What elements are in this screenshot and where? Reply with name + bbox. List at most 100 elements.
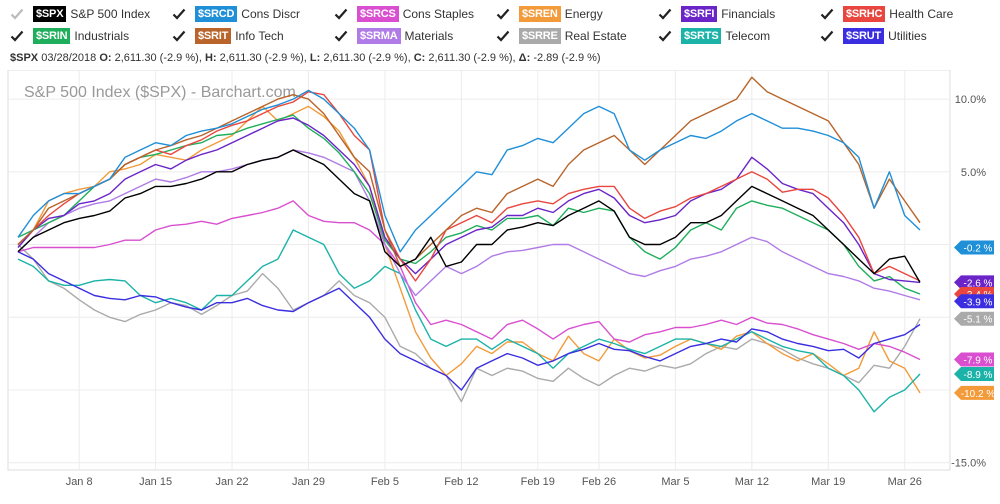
info-high-label: H: [204,52,217,64]
info-close-value: 2,611.30 (-2.9 %) [428,52,513,64]
series-line-srfi[interactable] [17,117,921,284]
legend-item-srma[interactable]: $SRMA Materials [334,26,453,46]
y-tick-label: 10.0% [955,94,986,106]
checkbox-icon[interactable] [172,29,186,43]
legend-name: Telecom [725,29,771,43]
legend-item-sren[interactable]: $SREN Energy [496,4,603,24]
legend-item-srcd[interactable]: $SRCD Cons Discr [172,4,300,24]
end-value-badge: -7.9 % [954,352,994,367]
x-tick-label: Mar 5 [661,476,689,488]
info-change-label: Δ: [518,52,531,64]
series-line-sren[interactable] [17,105,921,394]
x-tick-label: Mar 26 [888,476,922,488]
info-open-label: O: [99,52,112,64]
chart-title: S&P 500 Index ($SPX) - Barchart.com [24,84,296,101]
legend-symbol: $SRCS [357,6,399,22]
badge-label: -0.2 % [964,243,993,254]
legend-symbol: $SRIN [33,28,71,44]
legend-name: Real Estate [564,29,627,43]
info-date: 03/28/2018 [41,52,97,64]
x-tick-label: Feb 12 [444,476,478,488]
x-tick-label: Mar 19 [811,476,845,488]
checkbox-icon[interactable] [658,7,672,21]
x-tick-label: Feb 26 [582,476,616,488]
checkbox-icon[interactable] [334,7,348,21]
info-close-label: C: [413,52,426,64]
checkbox-icon[interactable] [820,7,834,21]
legend-symbol: $SRIT [195,28,232,44]
legend-name: Info Tech [235,29,284,43]
series-line-srin[interactable] [17,114,921,295]
info-symbol: $SPX [10,52,39,64]
x-tick-label: Jan 22 [216,476,249,488]
legend-name: Materials [404,29,454,43]
line-chart[interactable]: 10.0% 5.0% -15.0% Jan 8 Jan 15 Jan 22 Jan 29 Fe… [0,69,1000,499]
series-line-srut[interactable] [17,251,921,391]
badge-shape [954,275,994,290]
end-value-badge: -2.6 % [954,275,994,290]
checkbox-icon[interactable] [10,29,24,43]
legend-item-srts[interactable]: $SRTS Telecom [658,26,770,46]
end-value-badge: -5.1 % [954,311,994,326]
legend-item-srut[interactable]: $SRUT Utilities [820,26,927,46]
info-low-value: 2,611.30 (-2.9 %) [323,52,408,64]
legend-symbol: $SRUT [843,28,885,44]
series-line-srhc[interactable] [17,91,921,282]
badge-shape [954,385,994,400]
checkbox-icon[interactable] [496,29,510,43]
checkbox-icon[interactable] [10,7,24,21]
legend-item-srre[interactable]: $SRRE Real Estate [496,26,627,46]
legend-symbol: $SRRE [519,28,561,44]
badge-shape [954,240,994,255]
x-tick-label: Feb 5 [371,476,399,488]
legend-name: Financials [721,7,776,21]
badge-shape [954,294,994,309]
badge-shape [954,311,994,326]
x-tick-label: Jan 15 [139,476,172,488]
series-line-srma[interactable] [17,149,921,301]
legend-item-srhc[interactable]: $SRHC Health Care [820,4,953,24]
legend-symbol: $SRHC [843,6,886,22]
checkbox-icon[interactable] [172,7,186,21]
series-line-srcs[interactable] [17,200,921,361]
legend-name: Utilities [888,29,927,43]
badge-shape [954,352,994,367]
legend-item-srfi[interactable]: $SRFI Financials [658,4,775,24]
legend-name: Energy [564,7,603,21]
info-high-value: 2,611.30 (-2.9 %) [219,52,304,64]
end-value-badge: -8.9 % [954,367,994,381]
badge-label: -5.1 % [964,315,993,326]
info-low-label: L: [309,52,321,64]
end-value-badge: -10.2 % [954,385,996,400]
legend-symbol: $SRFI [681,6,718,22]
legend-name: S&P 500 Index [70,7,151,21]
checkbox-icon[interactable] [820,29,834,43]
x-tick-label: Jan 29 [292,476,325,488]
checkbox-icon[interactable] [496,7,510,21]
info-change-value: -2.89 (-2.9 %) [533,52,601,64]
legend-symbol: $SPX [33,6,67,22]
checkbox-icon[interactable] [658,29,672,43]
series-line-srit[interactable] [17,76,921,268]
checkbox-icon[interactable] [334,29,348,43]
badge-label: -7.9 % [964,355,993,366]
y-tick-label: 5.0% [961,167,986,179]
badge-label: -8.9 % [964,370,993,381]
legend-item-srin[interactable]: $SRIN Industrials [10,26,129,46]
x-tick-label: Feb 19 [521,476,555,488]
x-tick-label: Jan 8 [66,476,93,488]
legend-symbol: $SRCD [195,6,238,22]
legend-item-srcs[interactable]: $SRCS Cons Staples [334,4,474,24]
series-line-srts[interactable] [17,229,921,413]
plot-frame [7,69,951,471]
legend-name: Health Care [889,7,954,21]
legend-name: Industrials [74,29,130,43]
badge-label: -10.2 % [961,389,996,400]
series-line-spx[interactable] [17,149,921,283]
legend-symbol: $SRMA [357,28,401,44]
series-line-srcd[interactable] [17,89,921,253]
legend-item-spx[interactable]: $SPX S&P 500 Index [10,4,150,24]
chart-area[interactable]: 10.0% 5.0% -15.0% Jan 8 Jan 15 Jan 22 Jan 29 Fe… [0,69,1000,499]
legend-item-srit[interactable]: $SRIT Info Tech [172,26,284,46]
info-open-value: 2,611.30 (-2.9 %) [114,52,199,64]
